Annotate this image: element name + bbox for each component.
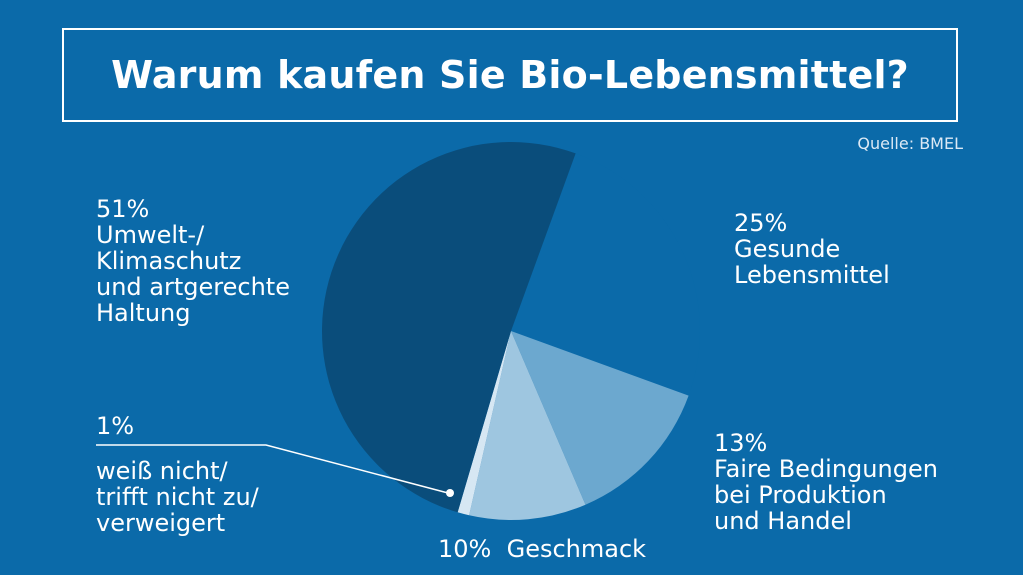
label-1-line-1: weiß nicht/ [96, 457, 228, 485]
label-1-pct: 1% [96, 412, 135, 440]
title-box: Warum kaufen Sie Bio-Lebensmittel? [62, 28, 958, 122]
slice-gesund [511, 153, 701, 396]
leader-line-1pct [96, 444, 449, 494]
label-51-line-2: Klimaschutz [96, 247, 242, 275]
label-25: 25% Gesunde Lebensmittel [734, 210, 890, 288]
slice-umwelt [322, 142, 576, 513]
label-51: 51% Umwelt-/ Klimaschutz und artgerechte… [96, 196, 290, 326]
label-25-line-1: Gesunde [734, 235, 841, 263]
label-1-line-2: trifft nicht zu/ [96, 483, 259, 511]
source-label: Quelle: BMEL [857, 134, 963, 153]
chart-title: Warum kaufen Sie Bio-Lebensmittel? [111, 53, 909, 97]
label-51-line-4: Haltung [96, 299, 191, 327]
slice-weiss-nicht [457, 331, 511, 516]
label-13-line-2: bei Produktion [714, 481, 887, 509]
label-25-pct: 25% [734, 209, 788, 237]
leader-dot-1pct [446, 489, 454, 497]
label-25-line-2: Lebensmittel [734, 261, 890, 289]
label-1: weiß nicht/ trifft nicht zu/ verweigert [96, 458, 259, 536]
label-10-line: 10% Geschmack [438, 536, 646, 562]
label-51-pct: 51% [96, 195, 150, 223]
label-13-line-1: Faire Bedingungen [714, 455, 938, 483]
label-1-line-3: verweigert [96, 509, 226, 537]
label-10: 10% Geschmack [438, 536, 646, 562]
slice-faire [511, 331, 689, 505]
label-13: 13% Faire Bedingungen bei Produktion und… [714, 430, 938, 534]
slice-geschmack [469, 331, 586, 520]
label-1-pct-wrap: 1% [96, 413, 134, 439]
label-10-text: Geschmack [506, 535, 647, 563]
label-10-pct: 10% [438, 535, 492, 563]
label-13-line-3: und Handel [714, 507, 852, 535]
label-13-pct: 13% [714, 429, 768, 457]
label-51-line-3: und artgerechte [96, 273, 290, 301]
label-51-line-1: Umwelt-/ [96, 221, 205, 249]
